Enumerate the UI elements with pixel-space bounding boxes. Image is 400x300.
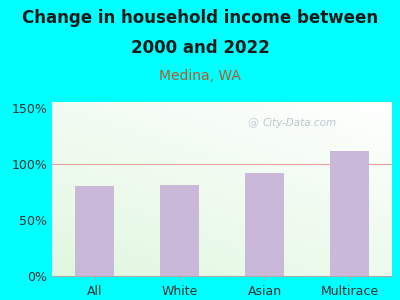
Text: City-Data.com: City-Data.com	[263, 118, 337, 128]
Text: Change in household income between: Change in household income between	[22, 9, 378, 27]
Text: @: @	[248, 118, 259, 128]
Bar	[160, 185, 199, 276]
Text: Medina, WA: Medina, WA	[159, 69, 241, 83]
Bar	[245, 173, 284, 276]
Bar	[75, 186, 114, 276]
Bar	[330, 152, 369, 276]
Text: 2000 and 2022: 2000 and 2022	[131, 39, 269, 57]
